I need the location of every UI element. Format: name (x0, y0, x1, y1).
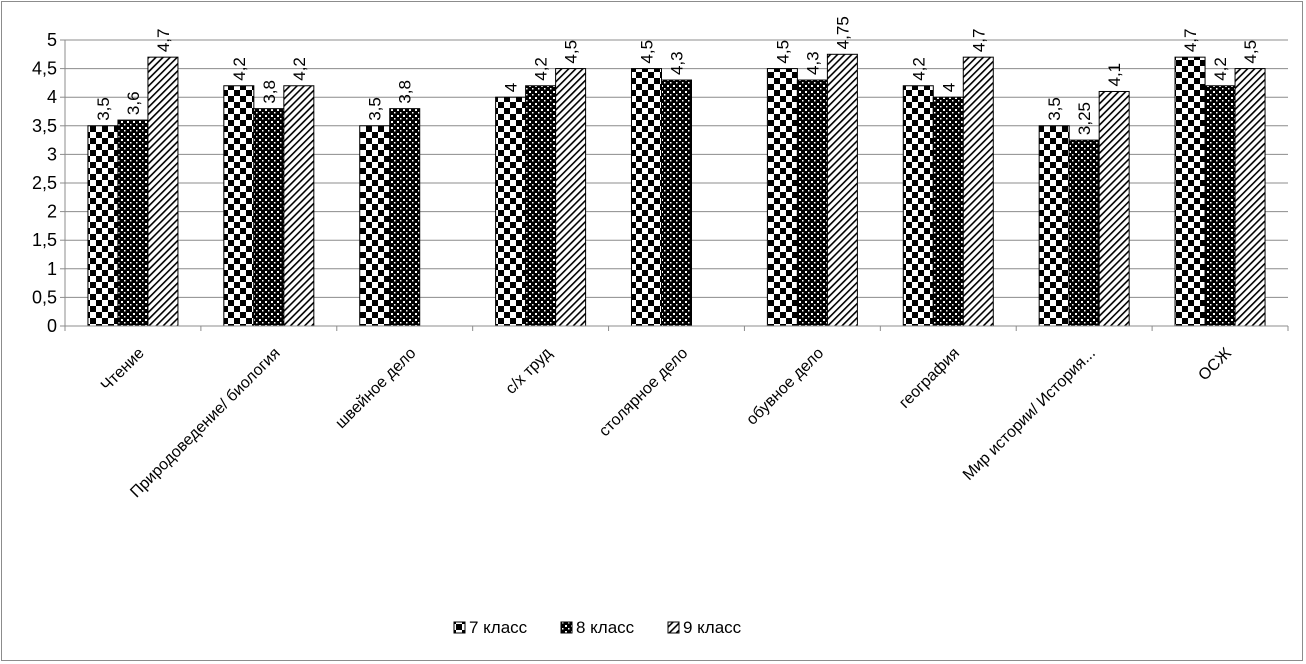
y-tick-label: 4,5 (32, 59, 57, 79)
data-label: 4,2 (532, 57, 551, 81)
bar-dotted-dark (253, 108, 285, 327)
bar-hatched (147, 56, 179, 327)
y-tick-label: 4 (47, 87, 57, 107)
data-labels: 3,5 3,6 4,7 4,2 3,8 4,2 3,5 3,8 4 4,2 4,5 4,5 4,3 4,5… (94, 16, 1260, 135)
data-label: 3,5 (1045, 97, 1064, 121)
data-label: 4,2 (290, 57, 309, 81)
bar-hatched (555, 68, 587, 327)
data-label: 4,1 (1105, 63, 1124, 87)
legend-label: 7 класс (469, 618, 528, 637)
bar-checker (1038, 125, 1070, 327)
category-label: Чтение (98, 345, 148, 395)
legend-label: 8 класс (576, 618, 635, 637)
y-tick-label: 0,5 (32, 287, 57, 307)
category-label: с/х труд (503, 344, 556, 397)
data-label: 4,2 (230, 57, 249, 81)
y-tick-label: 1,5 (32, 230, 57, 250)
category-label: ОСЖ (1195, 345, 1235, 385)
legend-swatch (667, 621, 680, 634)
y-tick-labels: 0 0,5 1 1,5 2 2,5 3 3,5 4 4,5 5 (32, 30, 65, 336)
y-tick-label: 3,5 (32, 116, 57, 136)
data-label: 3,8 (396, 80, 415, 104)
bar-hatched (962, 56, 994, 327)
data-label: 4,7 (969, 29, 988, 53)
legend-swatch (453, 621, 466, 634)
data-label: 3,25 (1075, 102, 1094, 135)
data-label: 4,2 (909, 57, 928, 81)
data-label: 4,5 (562, 40, 581, 64)
category-label: швейное дело (332, 345, 419, 432)
data-label: 4,75 (833, 16, 852, 49)
data-label: 4 (502, 83, 521, 92)
category-label: столярное дело (596, 345, 691, 440)
bar-checker (766, 68, 798, 327)
data-label: 3,6 (124, 91, 143, 115)
data-label: 4,3 (668, 51, 687, 75)
bar-dotted-dark (117, 119, 149, 327)
bar-checker (87, 125, 119, 327)
legend-swatch (560, 621, 573, 634)
bar-checker (495, 96, 527, 327)
bar-checker (631, 68, 662, 327)
bar-hatched (826, 53, 858, 327)
y-tick-label: 3 (47, 144, 57, 164)
data-label: 4,5 (1241, 40, 1260, 64)
bar-dotted-dark (661, 79, 692, 327)
data-label: 4,3 (803, 51, 822, 75)
bar-hatched (1234, 68, 1266, 327)
bar-dotted-dark (1204, 85, 1236, 327)
data-label: 4 (939, 83, 958, 92)
category-label: Природоведение/ биология (127, 345, 283, 501)
y-tick-label: 2,5 (32, 173, 57, 193)
bar-checker (359, 125, 391, 327)
bar-dotted-dark (1068, 139, 1100, 327)
legend-label: 9 класс (683, 618, 742, 637)
y-tick-label: 5 (47, 30, 57, 50)
y-tick-label: 2 (47, 202, 57, 222)
data-label: 3,8 (260, 80, 279, 104)
bar-hatched (283, 85, 315, 327)
data-label: 3,5 (366, 97, 385, 121)
bar-dotted-dark (796, 79, 828, 327)
bar-checker (223, 85, 255, 327)
legend: 7 класс 8 класс 9 класс (453, 618, 742, 637)
category-label: география (896, 345, 963, 412)
data-label: 4,7 (1181, 29, 1200, 53)
bar-checker (1174, 56, 1206, 327)
data-label: 4,5 (773, 40, 792, 64)
bar-checker (902, 85, 934, 327)
bar-dotted-dark (525, 85, 557, 327)
data-label: 3,5 (94, 97, 113, 121)
category-label: Мир истории/ История... (960, 345, 1099, 484)
bar-hatched (1098, 90, 1130, 327)
bar-dotted-dark (932, 96, 964, 327)
y-tick-label: 1 (47, 259, 57, 279)
data-label: 4,5 (638, 40, 657, 64)
bar-dotted-dark (389, 108, 421, 327)
data-label: 4,7 (154, 29, 173, 53)
y-tick-label: 0 (47, 316, 57, 336)
data-label: 4,2 (1211, 57, 1230, 81)
category-label: обувное дело (743, 345, 827, 429)
